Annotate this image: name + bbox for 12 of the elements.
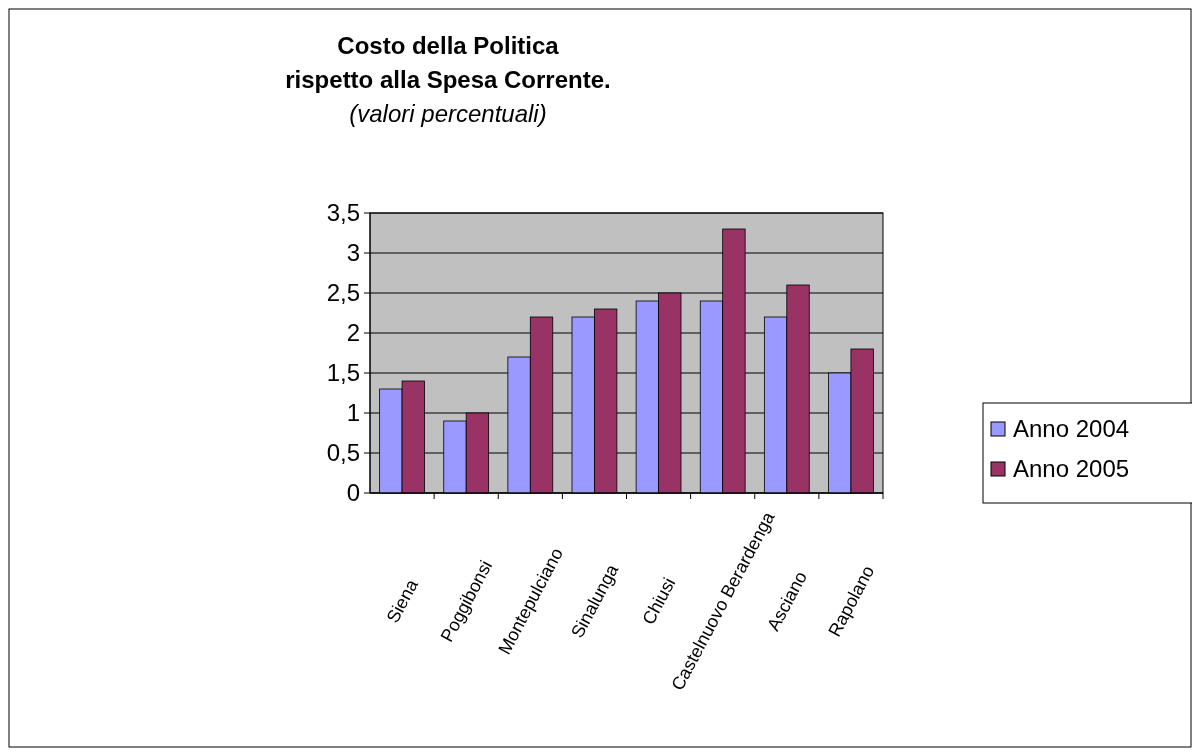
y-tick-label: 3 bbox=[346, 239, 360, 267]
legend-label: Anno 2005 bbox=[1013, 455, 1130, 482]
y-tick-label: 0 bbox=[346, 479, 360, 507]
y-tick-label: 1 bbox=[346, 399, 360, 427]
chart-subtitle: (valori percentuali) bbox=[349, 100, 547, 127]
y-tick-label: 2,5 bbox=[326, 279, 360, 307]
y-tick-label: 2 bbox=[346, 319, 360, 347]
y-tick-label: 0,5 bbox=[326, 439, 360, 467]
y-tick-label: 1,5 bbox=[326, 359, 360, 387]
y-tick-label: 3,5 bbox=[326, 199, 360, 227]
legend-label: Anno 2004 bbox=[1013, 415, 1130, 442]
chart-title: Costo della Politica rispetto alla Spesa Corrente. bbox=[285, 32, 611, 93]
